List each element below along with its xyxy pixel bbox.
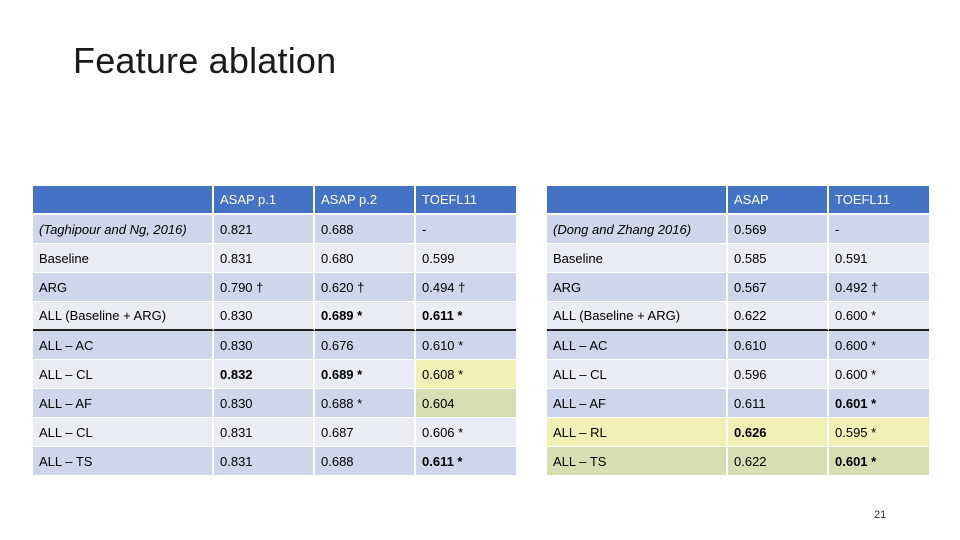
table-cell: 0.821 bbox=[214, 215, 315, 244]
table-row: ALL (Baseline + ARG) 0.830 0.689 * 0.611… bbox=[33, 302, 516, 331]
table-cell: 0.620 † bbox=[315, 273, 416, 302]
row-label: Baseline bbox=[33, 244, 214, 273]
header-asap-p2: ASAP p.2 bbox=[315, 186, 416, 215]
table-cell-highlighted: 0.595 * bbox=[829, 418, 929, 447]
table-cell: 0.601 * bbox=[829, 389, 929, 418]
table-cell: 0.599 bbox=[416, 244, 516, 273]
row-label: ALL – TS bbox=[33, 447, 214, 476]
header-cell-blank bbox=[33, 186, 214, 215]
table-cell: 0.622 bbox=[728, 302, 829, 331]
table-cell-highlighted: 0.608 * bbox=[416, 360, 516, 389]
table-row: ARG 0.790 † 0.620 † 0.494 † bbox=[33, 273, 516, 302]
table-cell: 0.831 bbox=[214, 244, 315, 273]
table-row: ALL – CL 0.831 0.687 0.606 * bbox=[33, 418, 516, 447]
table-row: ALL – AC 0.610 0.600 * bbox=[547, 331, 929, 360]
header-asap-p1: ASAP p.1 bbox=[214, 186, 315, 215]
header-toefl11: TOEFL11 bbox=[829, 186, 929, 215]
table-row: Baseline 0.831 0.680 0.599 bbox=[33, 244, 516, 273]
row-label: ARG bbox=[33, 273, 214, 302]
table-header-row: ASAP TOEFL11 bbox=[547, 186, 929, 215]
table-cell: 0.830 bbox=[214, 389, 315, 418]
table-cell: 0.611 bbox=[728, 389, 829, 418]
table-row: Baseline 0.585 0.591 bbox=[547, 244, 929, 273]
row-label: (Dong and Zhang 2016) bbox=[547, 215, 728, 244]
table-cell: 0.569 bbox=[728, 215, 829, 244]
row-label: ALL – RL bbox=[547, 418, 728, 447]
table-cell-highlighted: 0.601 * bbox=[829, 447, 929, 476]
table-cell: 0.687 bbox=[315, 418, 416, 447]
table-cell: 0.600 * bbox=[829, 331, 929, 360]
table-cell: 0.689 * bbox=[315, 302, 416, 331]
row-label: ALL (Baseline + ARG) bbox=[33, 302, 214, 331]
table-cell: 0.591 bbox=[829, 244, 929, 273]
table-cell: 0.611 * bbox=[416, 447, 516, 476]
table-cell-highlighted: 0.604 bbox=[416, 389, 516, 418]
table-cell: 0.689 * bbox=[315, 360, 416, 389]
results-table-right: ASAP TOEFL11 (Dong and Zhang 2016) 0.569… bbox=[547, 186, 929, 476]
table-row: ALL – CL 0.832 0.689 * 0.608 * bbox=[33, 360, 516, 389]
table-cell: 0.831 bbox=[214, 418, 315, 447]
row-label: ARG bbox=[547, 273, 728, 302]
table-row: ALL (Baseline + ARG) 0.622 0.600 * bbox=[547, 302, 929, 331]
table-cell-highlighted: 0.626 bbox=[728, 418, 829, 447]
table-cell: 0.831 bbox=[214, 447, 315, 476]
header-cell-blank bbox=[547, 186, 728, 215]
slide-title: Feature ablation bbox=[73, 40, 337, 81]
table-cell: 0.492 † bbox=[829, 273, 929, 302]
table-cell: 0.585 bbox=[728, 244, 829, 273]
table-cell: 0.611 * bbox=[416, 302, 516, 331]
row-label: ALL – CL bbox=[33, 360, 214, 389]
table-row: ALL – TS 0.831 0.688 0.611 * bbox=[33, 447, 516, 476]
header-toefl11: TOEFL11 bbox=[416, 186, 516, 215]
row-label: ALL – TS bbox=[547, 447, 728, 476]
table-cell: 0.600 * bbox=[829, 360, 929, 389]
page-number: 21 bbox=[874, 509, 887, 521]
table-cell: 0.680 bbox=[315, 244, 416, 273]
table-cell-highlighted: 0.622 bbox=[728, 447, 829, 476]
table-cell: - bbox=[829, 215, 929, 244]
table-row: (Taghipour and Ng, 2016) 0.821 0.688 - bbox=[33, 215, 516, 244]
table-row: ALL – AF 0.830 0.688 * 0.604 bbox=[33, 389, 516, 418]
table-row: ALL – AF 0.611 0.601 * bbox=[547, 389, 929, 418]
row-label: ALL – AC bbox=[547, 331, 728, 360]
table-cell: 0.610 * bbox=[416, 331, 516, 360]
row-label: ALL – AF bbox=[33, 389, 214, 418]
table-cell: 0.606 * bbox=[416, 418, 516, 447]
table-cell: 0.676 bbox=[315, 331, 416, 360]
table-cell: 0.600 * bbox=[829, 302, 929, 331]
header-asap: ASAP bbox=[728, 186, 829, 215]
table-cell: 0.790 † bbox=[214, 273, 315, 302]
row-label: ALL – AF bbox=[547, 389, 728, 418]
table-cell: 0.494 † bbox=[416, 273, 516, 302]
row-label: (Taghipour and Ng, 2016) bbox=[33, 215, 214, 244]
table-cell: 0.832 bbox=[214, 360, 315, 389]
row-label: Baseline bbox=[547, 244, 728, 273]
row-label: ALL (Baseline + ARG) bbox=[547, 302, 728, 331]
table-cell: - bbox=[416, 215, 516, 244]
row-label: ALL – CL bbox=[33, 418, 214, 447]
table-row: ARG 0.567 0.492 † bbox=[547, 273, 929, 302]
row-label: ALL – AC bbox=[33, 331, 214, 360]
table-cell: 0.830 bbox=[214, 302, 315, 331]
table-row: ALL – AC 0.830 0.676 0.610 * bbox=[33, 331, 516, 360]
results-table-left: ASAP p.1 ASAP p.2 TOEFL11 (Taghipour and… bbox=[33, 186, 516, 476]
table-cell: 0.610 bbox=[728, 331, 829, 360]
table-cell: 0.688 bbox=[315, 215, 416, 244]
table-cell: 0.567 bbox=[728, 273, 829, 302]
table-cell: 0.688 * bbox=[315, 389, 416, 418]
table-cell: 0.830 bbox=[214, 331, 315, 360]
table-row: ALL – RL 0.626 0.595 * bbox=[547, 418, 929, 447]
table-row: (Dong and Zhang 2016) 0.569 - bbox=[547, 215, 929, 244]
table-header-row: ASAP p.1 ASAP p.2 TOEFL11 bbox=[33, 186, 516, 215]
table-cell: 0.596 bbox=[728, 360, 829, 389]
table-cell: 0.688 bbox=[315, 447, 416, 476]
table-row: ALL – CL 0.596 0.600 * bbox=[547, 360, 929, 389]
table-row: ALL – TS 0.622 0.601 * bbox=[547, 447, 929, 476]
row-label: ALL – CL bbox=[547, 360, 728, 389]
